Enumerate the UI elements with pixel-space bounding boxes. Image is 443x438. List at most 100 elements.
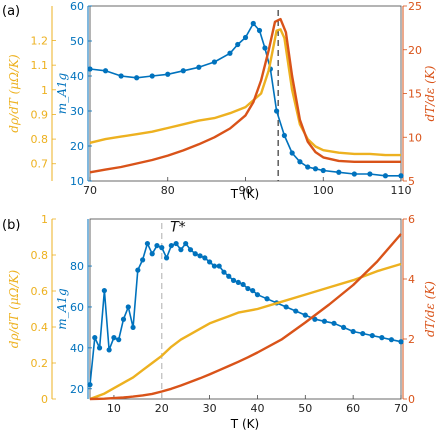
y-tick-label: 0.8: [31, 249, 49, 262]
data-point: [230, 277, 237, 283]
plot-frame: [89, 218, 402, 400]
y-tick-label: 1: [41, 213, 48, 226]
x-tick-label: 50: [298, 402, 312, 415]
data-point: [350, 328, 356, 335]
y-tick-label: 40: [70, 70, 84, 83]
data-point: [227, 50, 233, 56]
data-point: [165, 71, 171, 77]
data-point: [149, 251, 155, 257]
y-axis-label: dρ/dT (μΩ/K): [7, 269, 21, 348]
data-point: [283, 304, 289, 310]
data-point: [87, 66, 93, 72]
data-point: [235, 41, 241, 48]
data-point: [262, 45, 268, 51]
data-point: [216, 263, 222, 269]
series-line: [89, 28, 401, 157]
data-point: [159, 245, 165, 251]
data-point: [178, 247, 184, 253]
data-point: [305, 164, 311, 170]
data-point: [289, 150, 295, 156]
data-point: [336, 169, 342, 175]
data-point: [135, 267, 141, 273]
data-point: [118, 73, 124, 79]
y-tick-label: 0.2: [31, 357, 49, 370]
y-tick-label: 50: [70, 35, 84, 48]
x-tick-label: 70: [394, 402, 408, 415]
data-point: [331, 320, 337, 326]
data-point: [149, 73, 155, 79]
data-point: [302, 312, 308, 318]
data-point: [226, 273, 232, 279]
y-tick-label: 40: [70, 342, 84, 355]
x-axis-label: T (K): [230, 417, 259, 431]
data-point: [111, 335, 117, 341]
data-point: [197, 253, 203, 259]
y-tick-label: 0.4: [31, 321, 49, 334]
data-point: [102, 68, 109, 74]
y-tick-label: 0: [41, 393, 48, 406]
y-axis-label: dρ/dT (μΩ/K): [7, 54, 21, 133]
data-point: [192, 251, 198, 257]
y-tick-label: 1.2: [31, 35, 49, 48]
y-tick-label: 0.6: [31, 285, 49, 298]
data-point: [367, 171, 373, 177]
data-point: [360, 330, 366, 337]
y-tick-label: 4: [408, 273, 415, 286]
y-tick-label: 6: [408, 213, 415, 226]
y-axis-label: m_A1g: [55, 288, 69, 330]
data-point: [125, 304, 131, 310]
panel-b-label: (b): [2, 218, 20, 233]
y-tick-label: 20: [408, 44, 422, 57]
x-tick-label: 80: [161, 184, 175, 197]
data-point: [116, 337, 122, 343]
x-axis-label: T (K): [230, 187, 259, 201]
data-point: [87, 382, 93, 388]
data-point: [211, 59, 217, 65]
data-point: [382, 173, 389, 179]
data-point: [101, 287, 107, 294]
y-tick-label: 0.8: [31, 133, 49, 146]
y-tick-label: 60: [70, 301, 84, 314]
data-point: [312, 166, 319, 172]
x-tick-label: 110: [391, 184, 412, 197]
x-tick-label: 100: [313, 184, 334, 197]
data-point: [312, 316, 318, 322]
x-tick-label: 90: [239, 184, 253, 197]
data-point: [274, 108, 280, 114]
data-point: [281, 132, 287, 139]
y-tick-label: 5: [408, 175, 415, 188]
panel-a-label: (a): [2, 4, 20, 19]
data-point: [388, 337, 395, 343]
data-point: [398, 173, 404, 179]
data-point: [264, 296, 270, 302]
y-tick-label: 0.7: [31, 158, 49, 171]
series-line: [89, 22, 401, 177]
data-point: [235, 279, 241, 286]
data-point: [120, 316, 127, 322]
y-tick-label: 10: [70, 175, 84, 188]
y-axis-label: dT/dε (K): [423, 65, 437, 121]
x-tick-label: 60: [346, 402, 360, 415]
data-point: [245, 285, 251, 292]
data-point: [254, 292, 261, 298]
data-point: [163, 255, 170, 261]
series-line: [89, 233, 402, 401]
data-point: [369, 332, 375, 339]
data-point: [320, 167, 326, 174]
data-point: [321, 318, 328, 324]
y-tick-label: 1.1: [31, 59, 49, 72]
data-point: [183, 240, 189, 247]
x-tick-label: 30: [203, 402, 217, 415]
data-point: [140, 257, 146, 263]
data-point: [202, 255, 208, 261]
data-point: [398, 339, 404, 345]
x-tick-label: 10: [107, 402, 121, 415]
data-point: [134, 75, 140, 81]
data-point: [340, 324, 347, 331]
x-tick-label: 40: [250, 402, 264, 415]
y-tick-label: 20: [70, 140, 84, 153]
data-point: [168, 242, 174, 249]
x-tick-label: 70: [83, 184, 97, 197]
annotation-text: T*: [170, 219, 186, 235]
